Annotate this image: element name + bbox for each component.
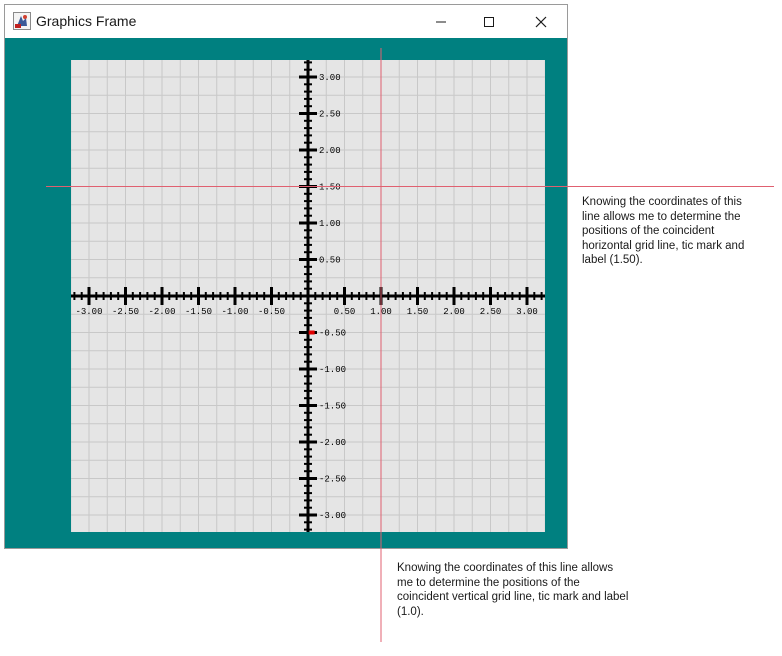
minimize-button[interactable] — [416, 5, 466, 38]
y-tick-label: 3.00 — [319, 73, 341, 83]
graphics-frame-window: Graphics Frame -3.00 -2.50 -2.00 -1.50 -1.00… — [4, 4, 568, 549]
x-tick-label: -3.00 — [75, 307, 102, 317]
close-icon — [535, 16, 547, 27]
y-tick-label: -2.50 — [319, 475, 346, 485]
y-tick-label: -3.00 — [319, 511, 346, 521]
maximize-icon — [484, 16, 494, 27]
window-title: Graphics Frame — [36, 13, 137, 29]
y-tick-label: 2.50 — [319, 110, 341, 120]
y-tick-label: -1.50 — [319, 402, 346, 412]
close-button[interactable] — [516, 5, 566, 38]
horizontal-line-annotation: Knowing the coordinates of this line all… — [582, 196, 745, 266]
maximize-button[interactable] — [464, 5, 514, 38]
plot-panel[interactable]: -3.00 -2.50 -2.00 -1.50 -1.00 -0.50 0.50 1.00 1.… — [70, 60, 546, 532]
frame-content: -3.00 -2.50 -2.00 -1.50 -1.00 -0.50 0.50 1.00 1.… — [5, 38, 567, 548]
java-app-icon — [13, 12, 31, 30]
x-tick-label: 1.00 — [370, 307, 392, 317]
y-tick-label: 2.00 — [319, 146, 341, 156]
coordinate-plot: -3.00 -2.50 -2.00 -1.50 -1.00 -0.50 0.50 1.00 1.… — [70, 60, 546, 532]
y-tick-label: -2.00 — [319, 438, 346, 448]
title-bar[interactable]: Graphics Frame — [5, 5, 567, 38]
vertical-line-annotation: Knowing the coordinates of this line all… — [397, 562, 629, 618]
x-tick-label: -2.50 — [112, 307, 139, 317]
y-tick-label: 0.50 — [319, 256, 341, 266]
y-tick-label: -0.50 — [319, 329, 346, 339]
x-tick-label: 3.00 — [516, 307, 538, 317]
x-tick-label: -0.50 — [258, 307, 285, 317]
x-tick-label: -1.50 — [185, 307, 212, 317]
y-tick-label: -1.00 — [319, 365, 346, 375]
x-tick-label: 0.50 — [334, 307, 356, 317]
x-tick-label: 2.00 — [443, 307, 465, 317]
red-marker — [308, 330, 315, 335]
y-tick-label: 1.50 — [319, 183, 341, 193]
x-tick-label: 2.50 — [480, 307, 502, 317]
x-tick-label: -2.00 — [148, 307, 175, 317]
y-tick-label: 1.00 — [319, 219, 341, 229]
minimize-icon — [436, 21, 446, 22]
x-tick-label: 1.50 — [407, 307, 429, 317]
x-tick-label: -1.00 — [221, 307, 248, 317]
